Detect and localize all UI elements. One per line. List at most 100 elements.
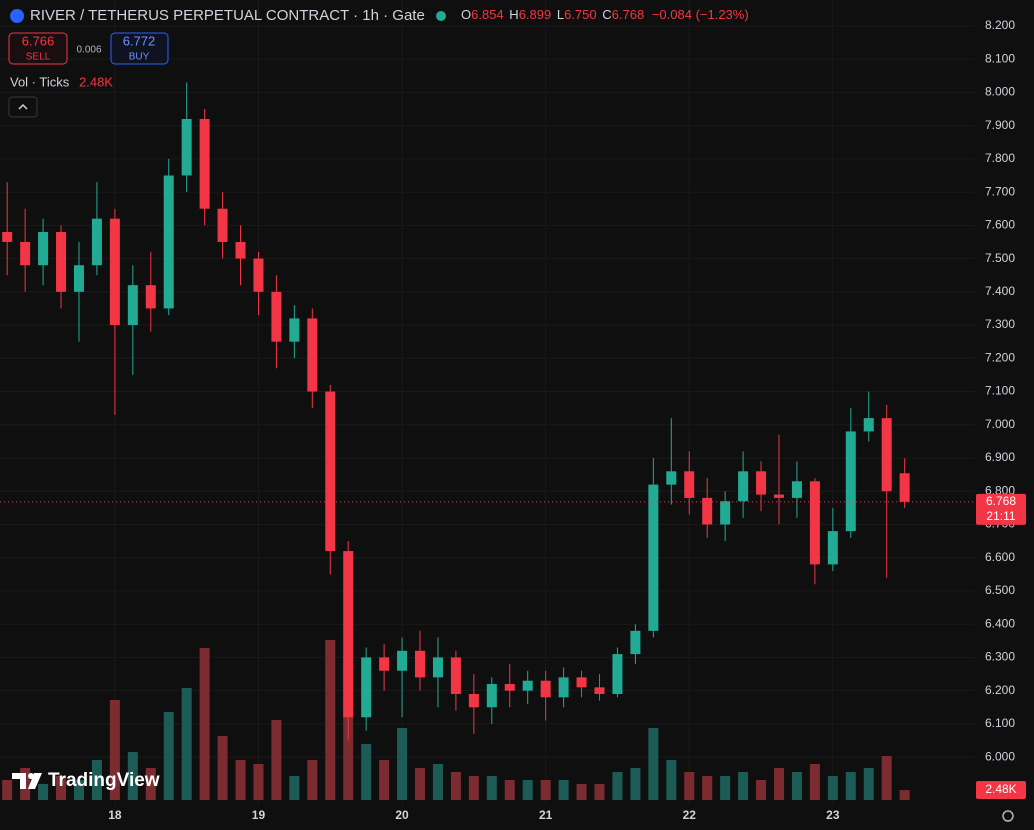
y-tick-label: 6.500 (985, 583, 1015, 597)
volume-bar (450, 772, 461, 800)
candle-body (845, 431, 856, 532)
sell-button[interactable]: 6.766 SELL (8, 32, 68, 65)
x-tick-label: 18 (108, 808, 122, 822)
candle-body (450, 657, 461, 694)
ohlc-key: C (602, 7, 611, 22)
volume-bar (217, 736, 228, 800)
buy-box[interactable] (110, 32, 169, 65)
y-tick-label: 7.300 (985, 317, 1015, 331)
candle-body (199, 118, 210, 209)
candle-body (468, 693, 479, 708)
volume-bar (163, 712, 174, 800)
y-tick-label: 7.800 (985, 151, 1015, 165)
candle-body (432, 657, 443, 678)
candle-body (397, 650, 408, 671)
collapse-button[interactable] (8, 96, 38, 118)
candle-body (522, 680, 533, 691)
candle-body (702, 497, 713, 525)
market-status (436, 11, 446, 21)
volume-bar (684, 772, 695, 800)
ohlc-key: O (461, 7, 471, 22)
volume-bar (756, 780, 767, 800)
y-tick-label: 8.200 (985, 18, 1015, 32)
candle-body (791, 481, 802, 498)
y-tick-label: 7.500 (985, 251, 1015, 265)
sell-label[interactable]: SELL (26, 52, 51, 63)
buy-button[interactable]: 6.772 BUY (110, 32, 169, 65)
volume-legend-value: 2.48K (79, 74, 113, 89)
y-tick-label: 6.000 (985, 749, 1015, 763)
volume-legend-label: Vol · Ticks (10, 74, 70, 89)
buy-label[interactable]: BUY (129, 52, 150, 63)
volume-bar (253, 764, 264, 800)
countdown: 21:11 (986, 509, 1015, 523)
volume-bar (38, 784, 49, 800)
candle-body (73, 265, 84, 292)
candle-body (720, 501, 731, 525)
logo-mark (28, 773, 42, 789)
volume-bar (648, 728, 659, 800)
candle-body (648, 484, 659, 631)
candle-body (576, 677, 587, 688)
candle-body (20, 241, 31, 266)
buy-price[interactable]: 6.772 (123, 33, 156, 48)
y-tick-label: 6.300 (985, 650, 1015, 664)
volume-bar (145, 768, 156, 800)
candle-body (379, 657, 390, 671)
price-tag (976, 493, 1026, 525)
collapse-box[interactable] (8, 96, 38, 118)
chart-title: RIVER / TETHERUS PERPETUAL CONTRACT · 1h… (30, 7, 425, 24)
y-tick-label: 7.200 (985, 350, 1015, 364)
ohlc-value: 6.899 (519, 7, 552, 22)
change: −0.084 (−1.23%) (652, 7, 749, 22)
y-tick-label: 7.700 (985, 184, 1015, 198)
y-tick-label: 6.400 (985, 616, 1015, 630)
candle-body (773, 494, 784, 498)
y-tick-label: 7.100 (985, 384, 1015, 398)
x-tick-label: 21 (539, 808, 553, 822)
sell-box[interactable] (8, 32, 68, 65)
x-tick-label: 19 (252, 808, 266, 822)
candle-body (163, 175, 174, 309)
volume-bar (486, 776, 497, 800)
candle-body (899, 473, 910, 502)
ohlc-key: L (557, 7, 564, 22)
volume-bar (397, 728, 408, 800)
y-tick-label: 6.200 (985, 683, 1015, 697)
price-tag-text: 6.768 (986, 494, 1016, 508)
candle-body (827, 531, 838, 565)
ohlc-value: 6.750 (564, 7, 597, 22)
grid (0, 0, 975, 805)
volume-bar (899, 790, 910, 800)
volume-bar (791, 772, 802, 800)
candle-body (486, 684, 497, 708)
volume-bar (415, 768, 426, 800)
volume-bar (702, 776, 713, 800)
sell-price[interactable]: 6.766 (22, 33, 55, 48)
candle-body (145, 285, 156, 309)
candle-body (612, 654, 623, 694)
volume-bar (666, 760, 677, 800)
candle-body (558, 677, 569, 698)
settings-button[interactable] (1002, 810, 1014, 822)
volume-bar (468, 776, 479, 800)
volume-bar (504, 780, 515, 800)
y-tick-label: 6.600 (985, 550, 1015, 564)
y-tick-label: 8.000 (985, 85, 1015, 99)
chevron[interactable] (18, 103, 28, 110)
y-tick-label: 7.400 (985, 284, 1015, 298)
volume-bar (181, 688, 192, 800)
ohlc-value: 6.854 (471, 7, 504, 22)
volume-bar (881, 756, 892, 800)
candle-body (91, 218, 102, 266)
volume-bar (612, 772, 623, 800)
candle-body (253, 258, 264, 292)
volume-bar (576, 784, 587, 800)
candle-body (217, 208, 228, 242)
volume-bar (91, 760, 102, 800)
volume-bar (594, 784, 605, 800)
overlay: 8.200 8.100 8.000 7.900 7.800 7.700 7.600 7.500… (0, 18, 1026, 822)
volume-bar (127, 752, 138, 800)
settings-icon[interactable] (1002, 810, 1014, 822)
